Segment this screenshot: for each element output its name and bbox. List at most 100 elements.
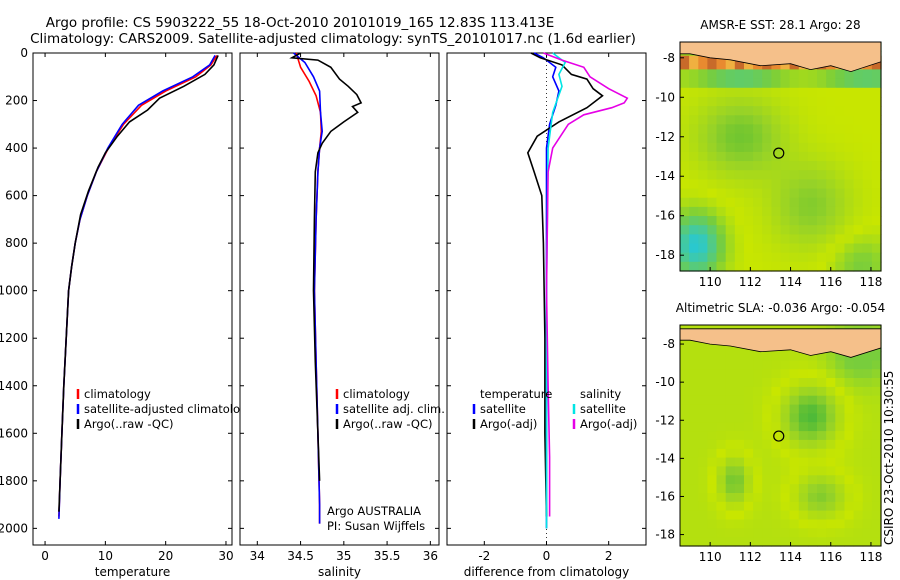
sst-map-cell: [826, 243, 836, 254]
sst-map-cell: [734, 179, 745, 190]
sla-map-cell: [716, 395, 727, 406]
sla-map-cell: [771, 351, 782, 361]
sst-map-cell: [853, 133, 864, 144]
sla-map-cell: [725, 466, 736, 476]
sst-map-cell: [771, 243, 782, 254]
sla-map-title: Altimetric SLA: -0.036 Argo: -0.054: [676, 301, 885, 315]
sla-map-cell: [789, 351, 800, 361]
sst-map-xtick-label: 118: [859, 275, 882, 289]
sst-map-cell: [680, 78, 690, 89]
sla-map-cell: [734, 360, 745, 370]
sst-map-cell: [844, 161, 855, 171]
sla-map-cell: [826, 395, 836, 406]
sst-map-ytick-label: -8: [663, 51, 675, 65]
sla-map-cell: [807, 519, 818, 529]
sst-map-cell: [762, 216, 772, 226]
sla-map-xtick-label: 114: [779, 550, 802, 564]
sst-map-cell: [826, 179, 836, 190]
sst-map-cell: [716, 161, 727, 171]
sla-map-cell: [753, 439, 763, 450]
sla-map-cell: [817, 475, 827, 485]
sst-map-cell: [862, 151, 873, 162]
sst-map-cell: [780, 206, 791, 217]
sla-map-cell: [817, 448, 827, 459]
sla-map-cell: [744, 501, 754, 512]
sst-map-cell: [780, 78, 791, 89]
sla-map-cell: [680, 413, 690, 423]
sst-map-cell: [771, 69, 782, 80]
sla-map-cell: [862, 519, 873, 529]
sst-map-cell: [762, 252, 772, 263]
sla-map-cell: [689, 342, 699, 353]
sla-map-cell: [744, 369, 754, 379]
sst-map-cell: [817, 78, 827, 89]
sst-map-cell: [807, 87, 818, 98]
sst-map-cell: [844, 252, 855, 263]
sst-map-cell: [807, 216, 818, 226]
sst-map-cell: [844, 206, 855, 217]
sla-map-cell: [707, 519, 718, 529]
sst-map-cell: [762, 234, 772, 245]
sst-map-cell: [807, 197, 818, 208]
sst-map-cell: [826, 225, 836, 235]
sla-map-cell: [753, 422, 763, 432]
sla-map-cell: [862, 386, 873, 397]
sla-map-cell: [871, 510, 882, 520]
sla-map-cell: [853, 404, 864, 414]
sla-map-cell: [771, 466, 782, 476]
sla-map-argo-marker: [773, 430, 785, 442]
sla-map-cell: [771, 395, 782, 406]
sla-map-cell: [789, 484, 800, 494]
sla-map-cell: [771, 493, 782, 503]
sla-map-cell: [762, 431, 772, 441]
sla-map-panel: Altimetric SLA: -0.036 Argo: -0.054 110 11…: [655, 301, 885, 564]
sst-map-cell: [753, 133, 763, 144]
sst-map-cell: [862, 197, 873, 208]
sst-map-cell: [707, 115, 718, 126]
sla-map-cell: [680, 395, 690, 406]
sst-map-cell: [798, 87, 809, 98]
sla-map-cell: [734, 369, 745, 379]
sla-map-cell: [698, 351, 708, 361]
sst-map-cell: [698, 124, 708, 135]
salinity-xtick-label: 34.5: [287, 549, 314, 563]
sst-map-cell: [716, 97, 727, 107]
sst-map-cell: [853, 115, 864, 126]
sst-map-frame: [679, 41, 882, 272]
sla-map-cell: [771, 378, 782, 388]
sla-map-cell: [826, 528, 836, 538]
sla-map-ytick-label: -14: [655, 451, 675, 465]
sla-map-cell: [780, 528, 791, 538]
sla-map-cell: [762, 475, 772, 485]
sst-map-cell: [780, 243, 791, 254]
sst-map-cell: [753, 106, 763, 116]
sst-map-cell: [734, 106, 745, 116]
sla-map-cell: [771, 413, 782, 423]
sla-map-cell: [807, 360, 818, 370]
sst-map-cell: [725, 55, 736, 70]
sst-map-ytick-label: -10: [655, 90, 675, 104]
sst-map-cell: [762, 206, 772, 217]
sla-map-cell: [698, 519, 708, 529]
sla-map-cell: [744, 510, 754, 520]
difference-series-sal-argo: [543, 52, 629, 517]
sla-map-cell: [771, 422, 782, 432]
sla-map-cell: [862, 501, 873, 512]
sla-map-cell: [798, 493, 809, 503]
sst-map-cell: [871, 225, 882, 235]
sst-map-cell: [753, 124, 763, 135]
sla-map-cell: [680, 342, 690, 353]
sla-map-cell: [871, 484, 882, 494]
sst-map-cell: [762, 142, 772, 153]
sst-map-cell: [835, 243, 845, 254]
sla-map-cell: [680, 493, 690, 503]
temperature-xtick-label: 10: [98, 549, 113, 563]
sla-map-cell: [689, 422, 699, 432]
sla-map-cell: [716, 439, 727, 450]
sla-map-cell: [725, 448, 736, 459]
sla-map-cell: [725, 342, 736, 353]
sst-map-cell: [789, 124, 800, 135]
sla-map-cell: [862, 395, 873, 406]
sst-map-cell: [853, 69, 864, 80]
sst-map-cell: [680, 216, 690, 226]
